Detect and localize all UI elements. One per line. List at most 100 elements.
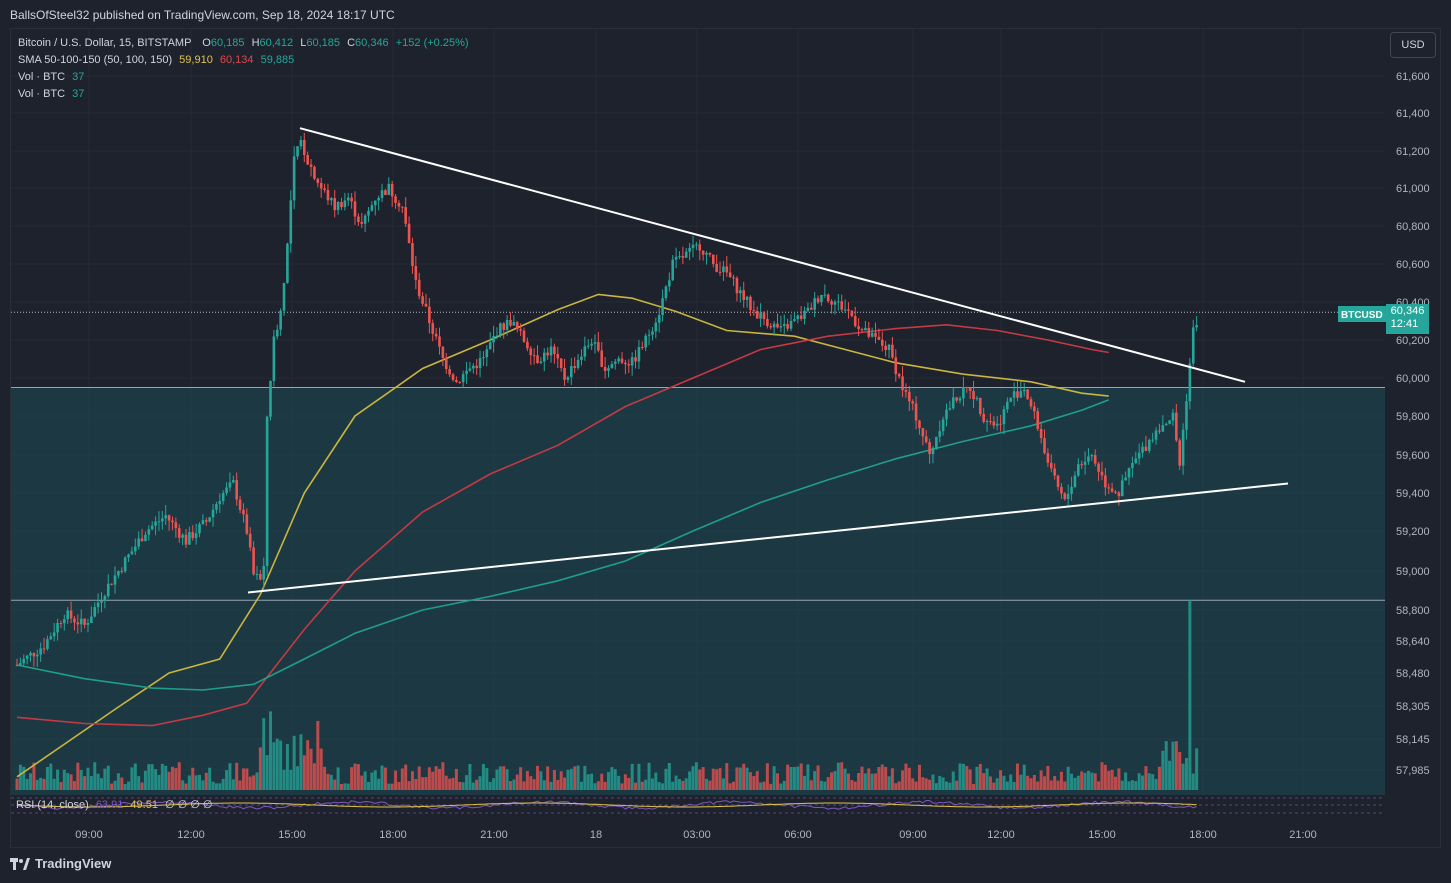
volume-bar bbox=[782, 780, 786, 790]
volume-bar bbox=[1171, 741, 1175, 790]
price-tick-label: 57,985 bbox=[1396, 765, 1430, 777]
volume-bar bbox=[110, 783, 114, 790]
volume-bar bbox=[1110, 769, 1114, 790]
volume-bar bbox=[495, 769, 499, 790]
candle bbox=[255, 574, 259, 576]
candle bbox=[32, 652, 36, 657]
candle bbox=[411, 243, 414, 266]
volume-bar bbox=[140, 782, 144, 790]
volume-bar bbox=[965, 766, 969, 790]
volume-bar bbox=[630, 763, 634, 790]
candle bbox=[509, 319, 512, 326]
price-axis: 61,60061,40061,20061,00060,80060,60060,4… bbox=[1396, 71, 1430, 777]
candle bbox=[840, 301, 844, 310]
candle bbox=[1033, 406, 1036, 412]
candle bbox=[999, 423, 1002, 425]
candle bbox=[451, 374, 455, 380]
candle bbox=[583, 346, 587, 357]
candle bbox=[955, 397, 958, 401]
volume-bar bbox=[677, 779, 681, 790]
volume-bar bbox=[955, 780, 959, 790]
candle bbox=[286, 243, 289, 283]
volume-bar bbox=[174, 768, 178, 790]
open-label: O bbox=[202, 37, 211, 49]
volume-bar bbox=[752, 775, 756, 790]
volume-bar bbox=[1053, 776, 1057, 790]
publish-info: BallsOfSteel32 published on TradingView.… bbox=[10, 8, 395, 22]
volume-bar bbox=[383, 767, 387, 790]
candle bbox=[728, 272, 732, 278]
volume-bar bbox=[850, 779, 854, 790]
volume-bar bbox=[285, 744, 289, 790]
price-tick-label: 61,400 bbox=[1396, 108, 1430, 120]
candle bbox=[1195, 325, 1198, 328]
candle bbox=[303, 140, 306, 155]
volume-bar bbox=[515, 774, 519, 790]
volume-bar bbox=[978, 763, 982, 790]
volume-bar bbox=[468, 763, 472, 790]
rsi-legend: RSI (14, close) 63.91 49.51 ∅ ∅ ∅ ∅ bbox=[16, 798, 213, 811]
candle bbox=[823, 294, 827, 296]
candle bbox=[647, 334, 651, 336]
volume-bar bbox=[806, 764, 810, 790]
candle bbox=[76, 622, 80, 625]
volume-bar bbox=[661, 783, 665, 790]
volume-bar bbox=[130, 767, 134, 790]
candle bbox=[117, 571, 120, 576]
volume-bar bbox=[1090, 772, 1094, 790]
candle bbox=[759, 312, 762, 319]
tradingview-logo[interactable]: TradingView bbox=[10, 856, 111, 871]
candle bbox=[357, 216, 360, 222]
candle bbox=[536, 355, 539, 364]
candle bbox=[816, 298, 820, 303]
candle bbox=[769, 325, 773, 328]
volume-bar bbox=[343, 783, 347, 790]
volume-bar bbox=[39, 777, 43, 790]
candle bbox=[654, 322, 658, 332]
time-tick-label: 12:00 bbox=[177, 829, 205, 841]
candle bbox=[739, 290, 742, 294]
candle bbox=[1073, 475, 1077, 487]
candle bbox=[171, 520, 174, 523]
time-axis: 09:00 12:00 15:00 18:00 21:00 18 03:00 06:00 09:… bbox=[75, 829, 1317, 841]
volume-bar bbox=[417, 766, 421, 790]
volume-bar bbox=[911, 778, 915, 790]
candle bbox=[434, 333, 438, 337]
currency-button[interactable]: USD bbox=[1390, 32, 1436, 58]
candle bbox=[968, 387, 972, 391]
countdown: 12:41 bbox=[1390, 318, 1419, 330]
volume-bar bbox=[691, 766, 695, 790]
volume-bar bbox=[803, 775, 807, 790]
candle bbox=[96, 602, 100, 608]
candle bbox=[52, 632, 56, 637]
volume-bar bbox=[25, 778, 29, 790]
volume-bar bbox=[552, 769, 556, 790]
volume-bar bbox=[22, 766, 26, 790]
volume-bar bbox=[833, 771, 837, 790]
volume-bar bbox=[160, 763, 164, 790]
volume-bar bbox=[400, 768, 404, 790]
volume-bar bbox=[546, 766, 550, 790]
volume-bar bbox=[1005, 781, 1009, 790]
candle bbox=[394, 196, 397, 203]
candle bbox=[860, 329, 864, 331]
candle bbox=[164, 515, 168, 519]
volume-bar bbox=[823, 781, 827, 790]
volume-bar bbox=[694, 762, 698, 790]
volume-bar bbox=[569, 768, 573, 790]
volume-bar bbox=[1178, 752, 1182, 790]
volume-bar bbox=[559, 771, 563, 790]
volume-bar bbox=[1036, 781, 1040, 790]
candle bbox=[39, 648, 42, 655]
candle bbox=[79, 618, 83, 625]
candle bbox=[935, 436, 938, 448]
volume-bar bbox=[296, 766, 300, 790]
candle bbox=[414, 265, 418, 280]
volume-bar bbox=[846, 773, 850, 790]
price-tick-label: 59,000 bbox=[1396, 566, 1430, 578]
candle bbox=[204, 520, 208, 522]
volume-bar bbox=[1022, 764, 1026, 790]
volume-bar bbox=[880, 764, 884, 790]
volume-bar bbox=[123, 783, 127, 790]
